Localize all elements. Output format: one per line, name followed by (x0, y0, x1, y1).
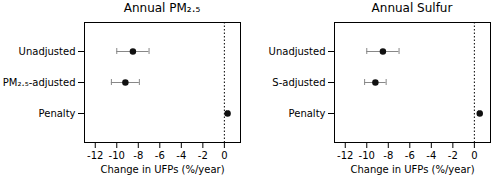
svg-text:-10: -10 (359, 150, 375, 161)
svg-text:-2: -2 (198, 150, 208, 161)
svg-text:Unadjusted: Unadjusted (19, 46, 76, 57)
svg-text:-6: -6 (405, 150, 415, 161)
svg-text:Change in UFPs (%/year): Change in UFPs (%/year) (100, 164, 224, 175)
svg-text:-6: -6 (155, 150, 165, 161)
svg-text:-2: -2 (448, 150, 458, 161)
html-text:Annual Sulfur: Annual Sulfur (371, 1, 453, 15)
svg-text:Unadjusted: Unadjusted (269, 46, 326, 57)
html-text:Annual PM₂.₅: Annual PM₂.₅ (123, 1, 201, 15)
svg-text:-12: -12 (87, 150, 103, 161)
svg-text:0: 0 (471, 150, 477, 161)
svg-text:Change in UFPs (%/year): Change in UFPs (%/year) (350, 164, 474, 175)
svg-text:-8: -8 (383, 150, 393, 161)
svg-text:PM₂.₅-adjusted: PM₂.₅-adjusted (3, 77, 76, 88)
svg-text:-8: -8 (133, 150, 143, 161)
svg-text:-12: -12 (337, 150, 353, 161)
svg-text:0: 0 (221, 150, 227, 161)
svg-text:Penalty: Penalty (39, 108, 76, 119)
svg-text:-4: -4 (426, 150, 436, 161)
svg-text:Penalty: Penalty (289, 108, 326, 119)
svg-text:S-adjusted: S-adjusted (272, 77, 325, 88)
svg-text:-10: -10 (109, 150, 125, 161)
svg-text:-4: -4 (176, 150, 186, 161)
